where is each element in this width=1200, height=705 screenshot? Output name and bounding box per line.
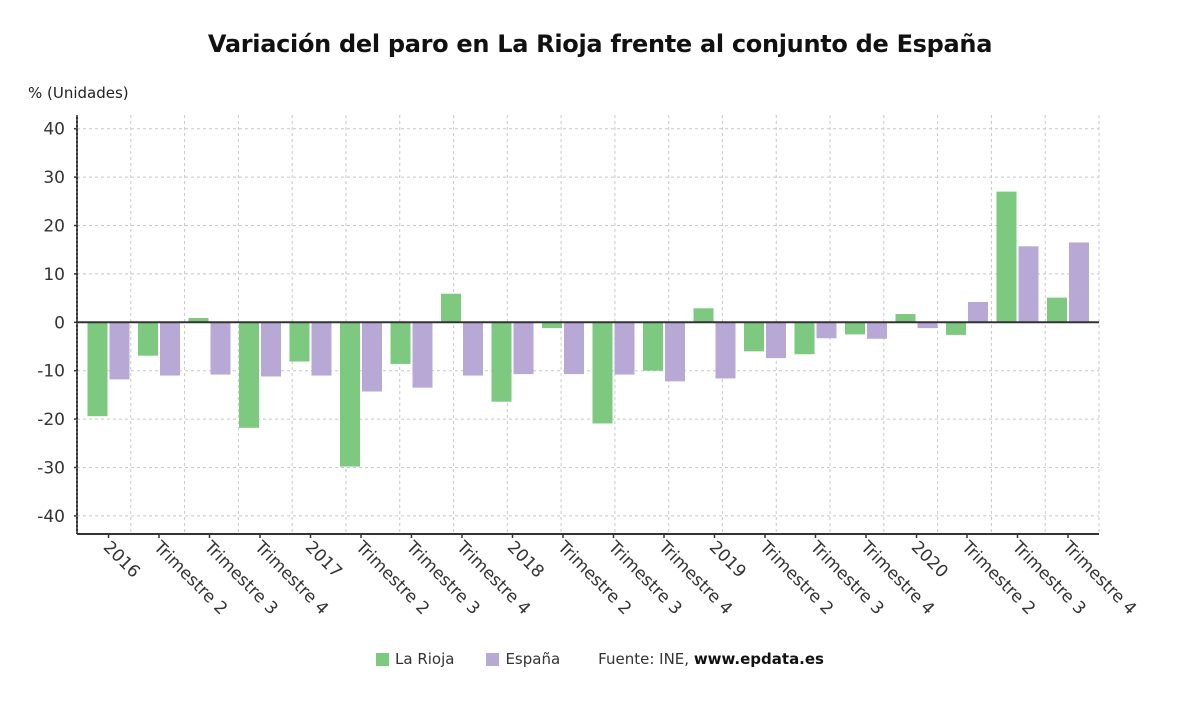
bar-la-rioja (895, 314, 916, 323)
y-tick-label: 40 (43, 120, 65, 140)
y-tick-label: 30 (43, 168, 65, 188)
chart-title: Variación del paro en La Rioja frente al… (207, 30, 993, 58)
bar-espana (564, 322, 584, 375)
legend-label-espana: España (505, 650, 561, 668)
bar-la-rioja (946, 322, 966, 335)
bar-la-rioja (996, 191, 1017, 323)
y-tick-label: 20 (43, 217, 65, 237)
bar-la-rioja (138, 322, 158, 356)
bar-espana (463, 322, 483, 376)
bar-espana (867, 322, 887, 339)
y-tick-label: -10 (37, 362, 65, 382)
bar-espana (715, 322, 736, 379)
bar-espana (513, 322, 534, 375)
bar-espana (917, 322, 938, 329)
bar-la-rioja (239, 322, 259, 428)
bar-la-rioja (643, 322, 663, 371)
bar-la-rioja (1047, 297, 1067, 323)
bar-layer (87, 191, 1089, 467)
legend: La Rioja España Fuente: INE, www.epdata.… (0, 650, 1200, 668)
bar-la-rioja (542, 322, 562, 329)
bar-espana (311, 322, 332, 376)
bar-la-rioja (592, 322, 613, 424)
bar-la-rioja (340, 322, 360, 467)
source-note: Fuente: INE, www.epdata.es (598, 650, 824, 668)
legend-swatch-la-rioja (376, 652, 389, 666)
y-tick-label: 0 (54, 313, 65, 333)
bar-la-rioja (87, 322, 108, 417)
bar-espana (665, 322, 685, 382)
legend-label-la-rioja: La Rioja (395, 650, 455, 668)
bar-la-rioja (744, 322, 764, 352)
bar-espana (362, 322, 382, 392)
bar-la-rioja (845, 322, 865, 335)
bar-espana (210, 322, 231, 375)
bar-espana (412, 322, 433, 388)
bar-la-rioja (390, 322, 411, 364)
legend-item-la-rioja[interactable]: La Rioja (376, 650, 454, 668)
grid-layer (77, 115, 1100, 534)
bar-espana (261, 322, 281, 377)
x-tick-label: 2018 (503, 537, 548, 582)
y-tick-label: -40 (37, 507, 65, 527)
axis-layer (74, 115, 1099, 538)
y-tick-label: -30 (37, 459, 65, 479)
bar-espana (968, 301, 988, 323)
bar-la-rioja (693, 308, 714, 323)
x-tick-label: 2020 (907, 537, 952, 582)
legend-item-espana[interactable]: España (486, 650, 560, 668)
y-tick-label: -20 (37, 410, 65, 430)
bar-espana (1018, 246, 1039, 323)
bar-espana (614, 322, 635, 375)
bar-la-rioja (491, 322, 512, 402)
source-prefix: Fuente: INE, (598, 650, 694, 668)
bar-la-rioja (441, 293, 461, 323)
bar-espana (766, 322, 786, 359)
bar-espana (160, 322, 180, 376)
bar-la-rioja (289, 322, 310, 362)
legend-swatch-espana (486, 652, 500, 666)
y-axis-label: % (Unidades) (28, 84, 129, 102)
x-tick-label: 2017 (301, 537, 346, 582)
bar-espana (816, 322, 837, 339)
x-tick-label: 2019 (705, 537, 750, 582)
x-tick-label: 2016 (99, 537, 144, 582)
y-tick-label: 10 (43, 265, 65, 285)
bar-espana (1069, 242, 1089, 323)
source-site: www.epdata.es (693, 650, 824, 668)
bar-espana (109, 322, 130, 380)
bar-la-rioja (794, 322, 815, 355)
bar-la-rioja (188, 317, 209, 323)
